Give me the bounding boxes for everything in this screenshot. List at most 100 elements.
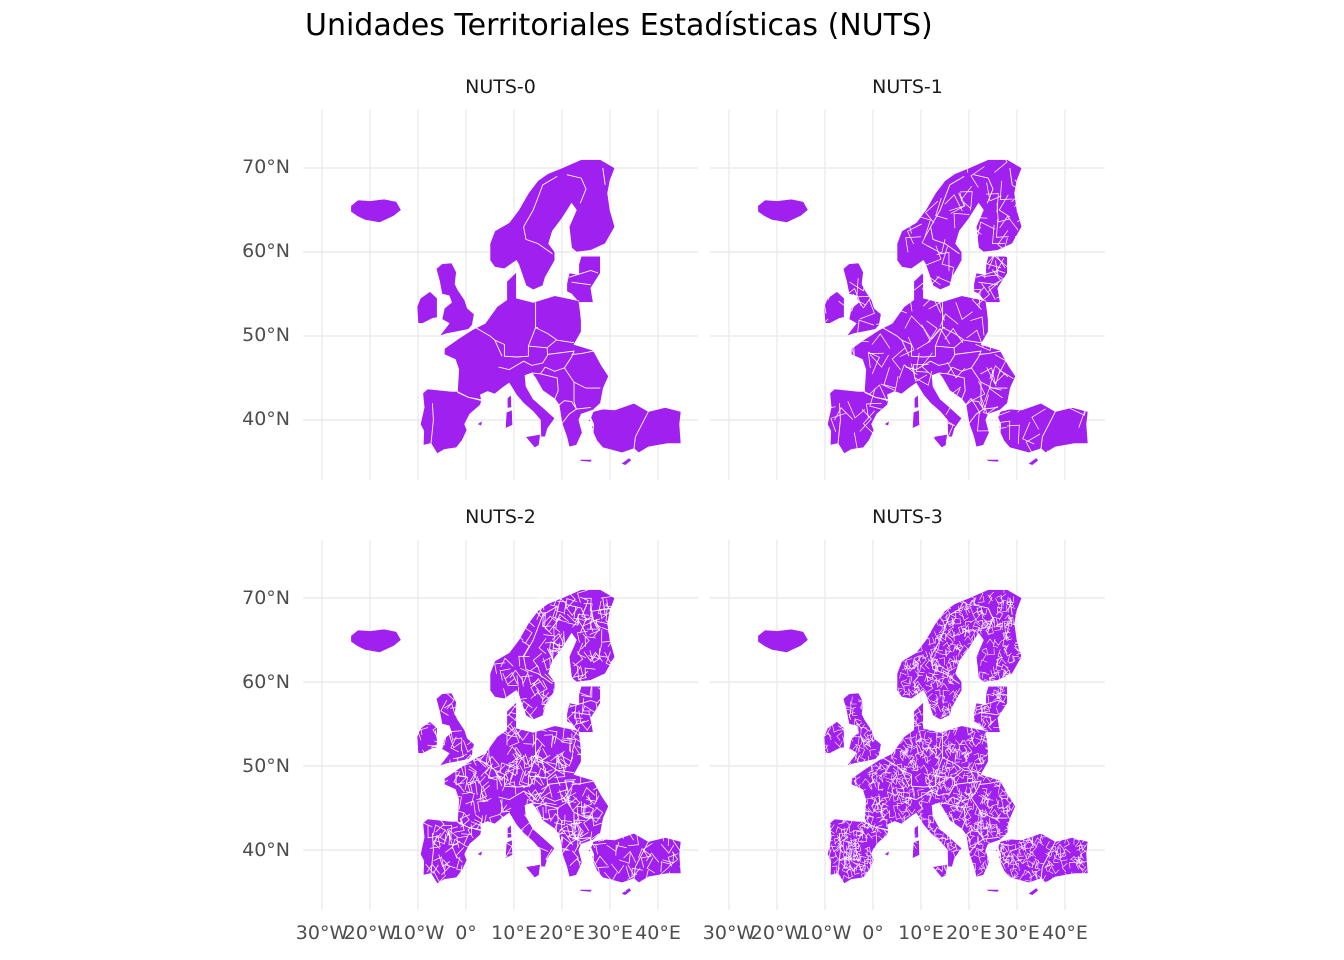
panel-label: NUTS-2 [465, 506, 536, 528]
region-border [498, 347, 549, 371]
region-border [976, 700, 1006, 708]
y-tick-label: 60°N [242, 240, 290, 262]
region-border [561, 408, 577, 424]
region-border [633, 411, 649, 449]
x-tick-label: 30°W [295, 922, 349, 944]
map-nuts-0 [303, 110, 698, 480]
panel-label: NUTS-3 [872, 506, 943, 528]
region-border [968, 408, 984, 424]
region-shape [997, 855, 1002, 860]
x-tick-label: 10°E [491, 922, 537, 944]
region-shape [524, 433, 541, 449]
map-title: Unidades Territoriales Estadísticas (NUT… [305, 8, 933, 43]
region-shape [420, 818, 482, 885]
region-border [935, 769, 964, 779]
region-shape [435, 262, 475, 337]
region-shape [507, 394, 512, 409]
x-tick-label: 10°W [798, 922, 852, 944]
region-shape [350, 628, 402, 653]
region-border [864, 391, 889, 401]
map-nuts-1 [710, 110, 1105, 480]
panel-nuts-2: NUTS-2 [303, 506, 698, 910]
region-border [1009, 167, 1013, 185]
region-shape [842, 262, 882, 337]
region-border [882, 327, 910, 357]
x-tick-label: 20°W [343, 922, 397, 944]
region-border [837, 403, 841, 444]
region-shape [931, 433, 948, 449]
region-border [978, 780, 1001, 785]
region-shape [823, 291, 845, 324]
region-border [978, 281, 998, 286]
region-shape [883, 850, 890, 857]
y-tick-label: 60°N [242, 671, 290, 693]
region-border [430, 833, 434, 874]
subregion-borders [821, 581, 1091, 891]
region-shape [590, 832, 682, 884]
region-border [930, 606, 965, 685]
region-border [535, 732, 575, 774]
region-shape [827, 388, 889, 455]
region-border [558, 400, 577, 410]
y-tick-label: 70°N [242, 587, 290, 609]
region-border [1040, 411, 1056, 449]
region-shape [476, 850, 483, 857]
panel-nuts-1: NUTS-1 [710, 76, 1105, 480]
region-border [971, 367, 1008, 389]
region-shape [524, 863, 541, 879]
region-shape [350, 198, 402, 223]
region-shape [620, 887, 633, 896]
map-nuts-2 [303, 540, 698, 910]
region-border [457, 391, 482, 401]
panel-nuts-0: NUTS-0 [303, 76, 698, 480]
x-tick-label: 0° [455, 922, 477, 944]
region-shape [566, 255, 601, 303]
region-border [540, 373, 559, 400]
region-border [905, 347, 956, 371]
region-border [976, 270, 1006, 278]
region-border [523, 176, 558, 255]
region-border [968, 838, 984, 854]
panel-label: NUTS-0 [465, 76, 536, 98]
region-shape [896, 159, 1023, 291]
region-border [942, 732, 982, 774]
region-shape [1027, 457, 1040, 466]
region-border [930, 176, 965, 255]
region-border [430, 403, 434, 444]
subregion-borders [811, 150, 1088, 470]
x-tick-label: 20°W [750, 922, 804, 944]
region-border [569, 270, 599, 278]
x-tick-label: 0° [862, 922, 884, 944]
region-shape [420, 388, 482, 455]
y-tick-label: 70°N [242, 156, 290, 178]
region-border [571, 780, 594, 785]
panel-label: NUTS-1 [872, 76, 943, 98]
region-border [978, 350, 1001, 355]
region-border [571, 281, 591, 286]
x-tick-label: 40°E [1042, 922, 1088, 944]
region-shape [590, 402, 682, 454]
region-shape [757, 198, 809, 223]
y-tick-label: 50°N [242, 324, 290, 346]
region-border [569, 700, 599, 708]
panel-nuts-3: NUTS-3 [710, 506, 1105, 910]
region-shape [444, 701, 609, 878]
region-shape [577, 889, 593, 893]
region-shape [435, 692, 475, 767]
x-tick-label: 20°E [946, 922, 992, 944]
region-border [980, 382, 998, 410]
region-shape [912, 409, 920, 429]
region-border [571, 350, 594, 355]
region-shape [1027, 887, 1040, 896]
region-shape [577, 459, 593, 463]
region-shape [587, 848, 592, 853]
region-shape [984, 889, 1000, 893]
x-tick-label: 20°E [539, 922, 585, 944]
region-border [942, 302, 982, 344]
region-shape [587, 418, 592, 423]
region-shape [997, 402, 1089, 454]
region-shape [444, 271, 609, 448]
region-border [602, 597, 606, 615]
subregion-borders [417, 586, 692, 896]
region-border [545, 350, 575, 372]
